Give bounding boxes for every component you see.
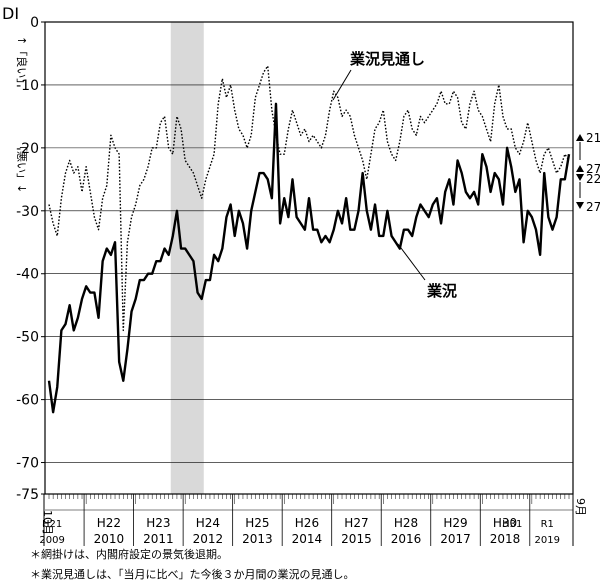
y-tick-label: -60 [16, 393, 39, 409]
y-tick-label: -50 [16, 330, 39, 346]
leader-line-actual [397, 243, 426, 281]
footnote-recession: ＊網掛けは、内閣府設定の景気後退期。 [30, 548, 228, 561]
x-year-label: 2019 [535, 535, 560, 546]
x-year-label: 2013 [242, 532, 273, 546]
x-era-label: H29 [443, 516, 467, 530]
footnote-forecast: ＊業況見通しは、「当月に比べ」た今後３か月間の業況の見通し。 [30, 568, 355, 581]
x-era-label: H28 [394, 516, 418, 530]
x-era-label: H26 [295, 516, 319, 530]
x-year-label: 2016 [391, 532, 422, 546]
y-axis-note-up: ↑「良い」 [15, 36, 29, 89]
x-era-label: H24 [196, 516, 220, 530]
y-tick-label: -20 [16, 141, 39, 157]
series-line-actual [47, 102, 571, 414]
y-tick-label: -40 [16, 267, 39, 283]
annotation-label: 22 [586, 172, 600, 186]
annotation-arrow [576, 134, 584, 141]
annotation-label: 27 [586, 200, 600, 214]
annotation-arrow [576, 202, 584, 209]
series-label-forecast: 業況見通し [349, 50, 425, 68]
x-year-label: 2009 [39, 535, 64, 546]
x-year-label: 2011 [143, 532, 174, 546]
x-era-label: R1 [541, 519, 554, 530]
x-era-label: H30 [493, 516, 517, 530]
x-start-month-label: 10月 [41, 510, 54, 535]
series-line-forecast [48, 65, 570, 332]
x-year-label: 2017 [440, 532, 471, 546]
x-year-label: 2012 [193, 532, 224, 546]
x-year-label: 2014 [292, 532, 323, 546]
series-label-actual: 業況 [426, 282, 457, 300]
y-tick-label: -30 [16, 204, 39, 220]
annotation-label: 27 [586, 162, 600, 176]
y-axis-title: DI [2, 4, 19, 23]
x-era-label: H25 [245, 516, 269, 530]
y-axis-note-down: 「悪い」↓ [15, 140, 28, 193]
y-tick-label: -75 [16, 487, 39, 503]
x-era-label: H31 [502, 519, 522, 530]
x-end-month-label: 9月 [574, 498, 587, 516]
x-year-label: 2010 [94, 532, 125, 546]
x-era-label: H27 [344, 516, 368, 530]
recession-shading [170, 22, 204, 494]
x-era-label: H21 [42, 519, 62, 530]
y-tick-label: -10 [16, 78, 39, 94]
x-era-label: H22 [97, 516, 121, 530]
plot-frame [44, 21, 574, 495]
x-year-label: 2018 [490, 532, 521, 546]
annotation-arrow [576, 165, 584, 172]
annotation-arrow [576, 174, 584, 181]
y-tick-label: 0 [30, 15, 39, 31]
x-year-label: 2015 [341, 532, 372, 546]
leader-line-forecast [332, 69, 352, 101]
y-tick-label: -70 [16, 456, 39, 472]
annotation-label: 21 [586, 131, 600, 145]
x-era-label: H23 [146, 516, 170, 530]
